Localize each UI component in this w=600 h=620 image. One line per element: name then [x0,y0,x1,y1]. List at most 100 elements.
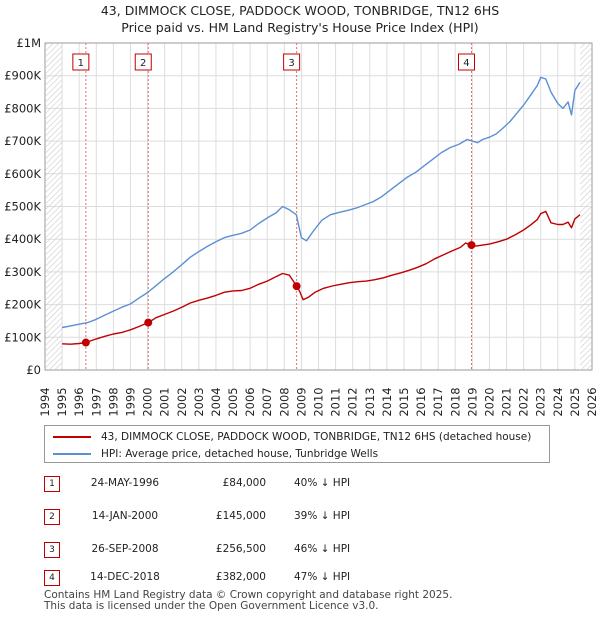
sale-row: 2 14-JAN-2000 £145,000 39% ↓ HPI [44,505,464,529]
x-tick-label: 2000 [141,387,155,416]
sale-label-box-1 [72,53,90,71]
y-tick-label: £300K [4,265,41,279]
x-tick-label: 1996 [72,387,86,416]
x-tick-label: 2006 [243,387,257,416]
x-tick-label: 2008 [277,387,291,416]
x-tick-label: 2025 [568,387,582,416]
x-tick-label: 2026 [585,387,599,416]
sale-row: 3 26-SEP-2008 £256,500 46% ↓ HPI [44,538,464,562]
sale-point-2 [144,318,153,327]
sale-hpi-diff: 40% ↓ HPI [294,477,351,489]
sale-row: 1 24-MAY-1996 £84,000 40% ↓ HPI [44,472,464,496]
chart-subtitle: Price paid vs. HM Land Registry's House … [121,20,479,35]
chart-grid [44,42,593,371]
footer-attribution: Contains HM Land Registry data © Crown c… [44,590,452,612]
x-tick-label: 2003 [192,387,206,416]
x-tick-label: 2014 [380,387,394,416]
sale-price: £145,000 [215,510,266,522]
sale-point-4 [467,241,476,250]
chart-title-address: 43, DIMMOCK CLOSE, PADDOCK WOOD, TONBRID… [100,3,500,18]
x-tick-label: 1994 [38,387,52,416]
sale-price: £382,000 [215,571,266,583]
x-tick-label: 2021 [500,387,514,416]
footer-licence: This data is licensed under the Open Gov… [44,600,379,612]
x-tick-label: 2017 [431,387,445,416]
chart-series [61,76,581,345]
sale-label-4: 4 [463,58,469,69]
sale-date: 26-SEP-2008 [91,543,159,555]
x-tick-label: 2007 [260,387,274,416]
y-tick-label: £700K [4,134,41,148]
property-price-line [62,210,581,345]
y-tick-label: £600K [4,167,41,181]
y-axis-ticks: £0 £100K £200K £300K £400K £500K £600K £700K £80… [4,36,41,377]
y-tick-label: £100K [4,330,41,344]
sale-marker-lines [85,43,472,370]
x-tick-label: 2001 [158,387,172,416]
post-data-hatch [580,43,592,370]
legend-label-hpi: HPI: Average price, detached house, Tunb… [101,448,379,460]
legend-item-property: 43, DIMMOCK CLOSE, PADDOCK WOOD, TONBRID… [53,429,531,445]
x-tick-label: 2019 [465,387,479,416]
sale-date: 14-DEC-2018 [90,571,160,583]
sale-number-badge: 1 [44,476,60,492]
legend-item-hpi: HPI: Average price, detached house, Tunb… [53,446,378,462]
hpi-line [61,76,581,329]
x-tick-label: 2024 [551,387,565,416]
y-tick-label: £0 [26,363,41,377]
sale-number-badge: 4 [44,570,60,586]
sale-label-box-3 [283,53,301,71]
x-tick-label: 2013 [363,387,377,416]
legend-label-property: 43, DIMMOCK CLOSE, PADDOCK WOOD, TONBRID… [101,431,532,443]
sale-point-1 [81,338,90,347]
sale-date: 14-JAN-2000 [91,510,159,522]
y-tick-label: £500K [4,200,41,214]
y-tick-label: £900K [4,69,41,83]
y-tick-label: £1M [16,36,41,50]
x-tick-label: 1998 [106,387,120,416]
x-tick-label: 2010 [312,387,326,416]
future-hatch-area [45,43,592,370]
sale-label-3: 3 [288,58,294,69]
x-tick-label: 2015 [397,387,411,416]
x-tick-label: 1995 [55,387,69,416]
chart-legend: 43, DIMMOCK CLOSE, PADDOCK WOOD, TONBRID… [44,425,550,463]
x-tick-label: 2011 [329,387,343,416]
x-tick-label: 2002 [175,387,189,416]
x-tick-label: 1999 [123,387,137,416]
sale-points [81,241,476,347]
sale-hpi-diff: 39% ↓ HPI [294,510,351,522]
x-tick-label: 2022 [517,387,531,416]
y-tick-label: £800K [4,101,41,115]
sale-label-box-2 [134,53,152,71]
x-axis-ticks: 1994 1995 1996 1997 1998 1999 2000 2001 2002 2003… [38,387,599,416]
sale-label-2: 2 [140,58,146,69]
sale-price: £84,000 [222,477,266,489]
price-chart: 1 2 3 4 £0 £100K £200K £300K £400K £500K £600K £70… [4,36,599,417]
x-tick-label: 2004 [209,387,223,416]
sale-marker-labels: 1 2 3 4 [72,53,475,71]
footer-copyright: Contains HM Land Registry data © Crown c… [44,589,453,601]
x-tick-label: 2020 [482,387,496,416]
y-tick-label: £400K [4,232,41,246]
pre-data-hatch [45,43,63,370]
x-tick-label: 2009 [294,387,308,416]
sale-number-badge: 3 [44,542,60,558]
x-tick-label: 2023 [534,387,548,416]
x-tick-label: 1997 [89,387,103,416]
sale-point-3 [292,282,301,291]
chart-title: 43, DIMMOCK CLOSE, PADDOCK WOOD, TONBRID… [0,2,600,36]
x-tick-label: 2016 [414,387,428,416]
x-tick-label: 2012 [346,387,360,416]
x-tick-label: 2005 [226,387,240,416]
sale-number-badge: 2 [44,509,60,525]
legend-swatch-hpi [53,453,91,455]
y-tick-label: £200K [4,298,41,312]
sale-hpi-diff: 46% ↓ HPI [294,543,351,555]
sale-row: 4 14-DEC-2018 £382,000 47% ↓ HPI [44,566,464,590]
legend-swatch-property [53,436,91,438]
x-tick-label: 2018 [448,387,462,416]
sale-label-1: 1 [78,58,84,69]
sale-label-box-4 [457,53,475,71]
sale-hpi-diff: 47% ↓ HPI [294,571,351,583]
